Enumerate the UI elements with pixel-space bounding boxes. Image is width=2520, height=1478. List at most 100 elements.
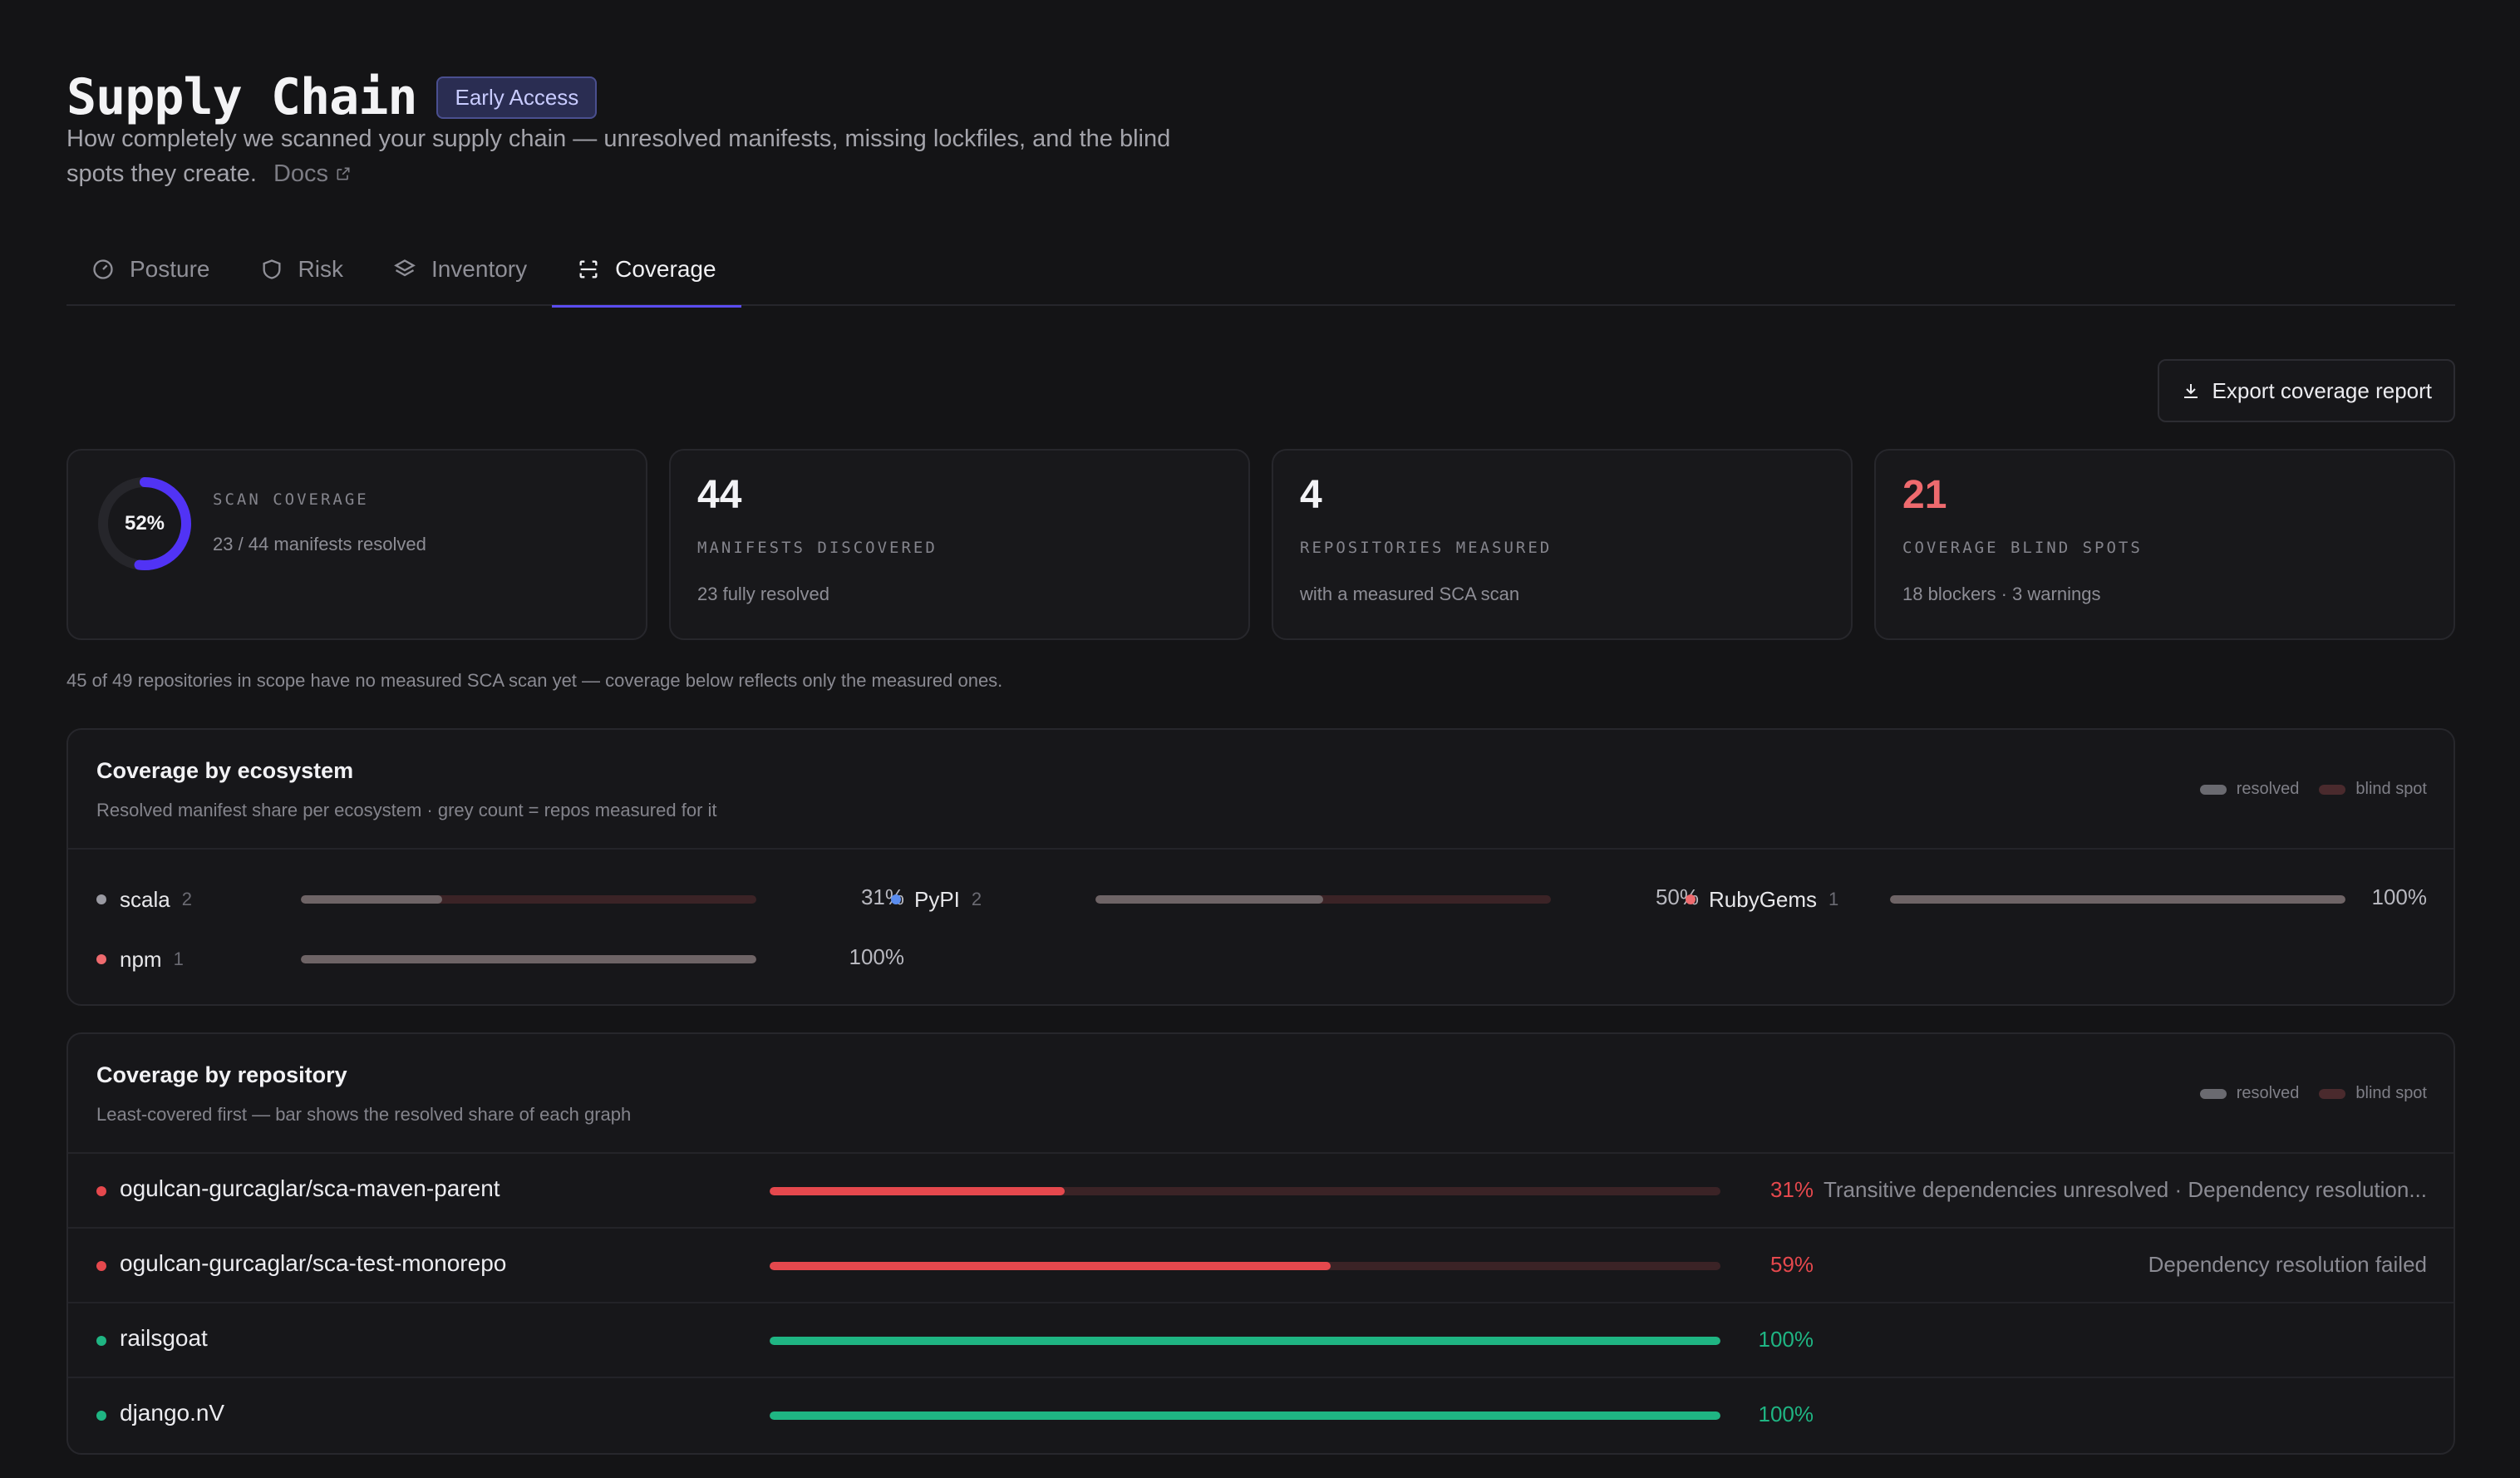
legend-resolved: resolved	[2199, 780, 2300, 799]
download-icon	[2183, 384, 2198, 398]
docs-link[interactable]: Docs	[273, 156, 352, 191]
panel-title: Coverage by ecosystem	[96, 758, 354, 783]
repo-percent: 100%	[1758, 1327, 1814, 1352]
ecosystem-dot	[891, 894, 901, 904]
ecosystem-name: scala	[120, 886, 170, 912]
repo-bar-fill	[770, 1337, 1720, 1345]
repo-coverage-bar	[770, 1337, 1720, 1345]
tab-inventory[interactable]: Inventory	[368, 233, 552, 306]
repo-coverage-bar	[770, 1187, 1720, 1195]
table-row[interactable]: ogulcan-gurcaglar/sca-test-monorepo 59% …	[68, 1229, 2454, 1303]
scan-icon	[579, 260, 598, 278]
stat-label: MANIFESTS DISCOVERED	[697, 539, 938, 557]
stat-label: SCAN COVERAGE	[213, 490, 369, 509]
repo-percent: 31%	[1769, 1177, 1814, 1202]
panel-title: Coverage by repository	[96, 1062, 347, 1087]
table-row[interactable]: django.nV 100%	[68, 1378, 2454, 1453]
tab-label: Risk	[298, 256, 343, 282]
ecosystem-bar	[301, 955, 756, 963]
status-dot	[96, 1411, 106, 1421]
legend: resolved blind spot	[2199, 1084, 2427, 1103]
ecosystem-bar-fill	[1890, 895, 2345, 904]
ecosystem-count: 1	[173, 948, 184, 969]
panel-header: Coverage by repository Least-covered fir…	[68, 1034, 2454, 1154]
ecosystem-dot	[96, 894, 106, 904]
blind-spots-card: 21 COVERAGE BLIND SPOTS 18 blockers · 3 …	[1874, 449, 2455, 640]
ecosystem-dot	[1686, 894, 1696, 904]
repo-bar-fill	[770, 1411, 1720, 1420]
stat-sub: 23 fully resolved	[697, 584, 829, 604]
tab-risk[interactable]: Risk	[235, 233, 368, 306]
docs-label: Docs	[273, 160, 329, 187]
tab-label: Coverage	[615, 256, 716, 282]
tab-posture[interactable]: Posture	[66, 233, 235, 306]
subtitle-text: How completely we scanned your supply ch…	[66, 126, 1171, 187]
repo-status: Transitive dependencies unresolved · Dep…	[1823, 1177, 2427, 1202]
stat-sub: 23 / 44 manifests resolved	[213, 534, 426, 554]
legend-blind-spot: blind spot	[2319, 780, 2427, 799]
ecosystem-bar-fill	[301, 895, 442, 904]
panel-description: Least-covered first — bar shows the reso…	[96, 1104, 632, 1125]
legend: resolved blind spot	[2199, 780, 2427, 799]
legend-label: resolved	[2236, 1084, 2300, 1102]
ecosystem-count: 2	[971, 889, 982, 909]
table-row[interactable]: railsgoat 100%	[68, 1303, 2454, 1378]
legend-label: resolved	[2236, 780, 2300, 798]
page-subtitle: How completely we scanned your supply ch…	[66, 121, 1213, 191]
table-row[interactable]: ogulcan-gurcaglar/sca-maven-parent 31% T…	[68, 1154, 2454, 1229]
ecosystem-panel: Coverage by ecosystem Resolved manifest …	[66, 728, 2455, 1006]
repo-percent: 100%	[1758, 1402, 1814, 1426]
ecosystem-bar-fill	[1095, 895, 1323, 904]
tab-coverage[interactable]: Coverage	[552, 233, 741, 308]
external-link-icon	[337, 167, 350, 180]
panel-description: Resolved manifest share per ecosystem · …	[96, 800, 717, 820]
stat-cards: 52% SCAN COVERAGE 23 / 44 manifests reso…	[66, 449, 2455, 640]
export-label: Export coverage report	[2212, 377, 2432, 403]
ecosystem-item: PyPI 2	[891, 883, 982, 916]
ecosystem-name: npm	[120, 946, 162, 972]
status-dot	[96, 1261, 106, 1271]
ecosystem-name: RubyGems	[1709, 886, 1818, 912]
repository-list: ogulcan-gurcaglar/sca-maven-parent 31% T…	[68, 1154, 2454, 1453]
status-dot	[96, 1336, 106, 1346]
coverage-percent: 52%	[124, 512, 165, 535]
repo-bar-fill	[770, 1262, 1331, 1270]
early-access-badge: Early Access	[436, 76, 598, 119]
repo-name[interactable]: ogulcan-gurcaglar/sca-test-monorepo	[120, 1250, 507, 1276]
coverage-ring-chart	[98, 477, 191, 570]
ecosystem-item: RubyGems 1	[1686, 883, 1838, 916]
ecosystem-item: scala 2	[96, 883, 192, 916]
layers-icon	[394, 259, 416, 277]
legend-blind-spot: blind spot	[2319, 1084, 2427, 1103]
repo-name[interactable]: railsgoat	[120, 1325, 208, 1351]
ecosystem-bar	[1095, 895, 1551, 904]
ecosystem-count: 2	[181, 889, 192, 909]
stat-label: REPOSITORIES MEASURED	[1300, 539, 1553, 557]
repo-name[interactable]: ogulcan-gurcaglar/sca-maven-parent	[120, 1175, 500, 1201]
shield-icon	[263, 259, 280, 279]
ecosystem-name: PyPI	[914, 886, 960, 912]
ecosystem-bar-fill	[301, 955, 756, 963]
repo-status: Dependency resolution failed	[2148, 1252, 2427, 1277]
repo-bar-fill	[770, 1187, 1065, 1195]
stat-value: 21	[1902, 473, 1947, 517]
ecosystem-list: scala 2 31% PyPI 2 50% RubyGems 1 100%	[68, 850, 2454, 1004]
tab-bar: Posture Risk Inventory Coverage	[66, 233, 2455, 308]
legend-label: blind spot	[2355, 1084, 2427, 1102]
export-coverage-button[interactable]: Export coverage report	[2157, 359, 2455, 422]
ecosystem-bar	[1890, 895, 2345, 904]
stat-label: COVERAGE BLIND SPOTS	[1902, 539, 2143, 557]
status-dot	[96, 1186, 106, 1196]
repositories-card: 4 REPOSITORIES MEASURED with a measured …	[1272, 449, 1853, 640]
ecosystem-count: 1	[1828, 889, 1839, 909]
repository-panel: Coverage by repository Least-covered fir…	[66, 1032, 2455, 1455]
repo-name[interactable]: django.nV	[120, 1400, 225, 1426]
manifests-card: 44 MANIFESTS DISCOVERED 23 fully resolve…	[669, 449, 1250, 640]
page-header: Supply Chain Early Access	[66, 68, 598, 126]
ecosystem-dot	[96, 954, 106, 964]
page-title: Supply Chain	[66, 68, 417, 126]
repo-coverage-bar	[770, 1262, 1720, 1270]
tab-label: Posture	[130, 256, 210, 282]
gauge-icon	[93, 259, 113, 279]
ecosystem-percent: 100%	[849, 944, 905, 969]
